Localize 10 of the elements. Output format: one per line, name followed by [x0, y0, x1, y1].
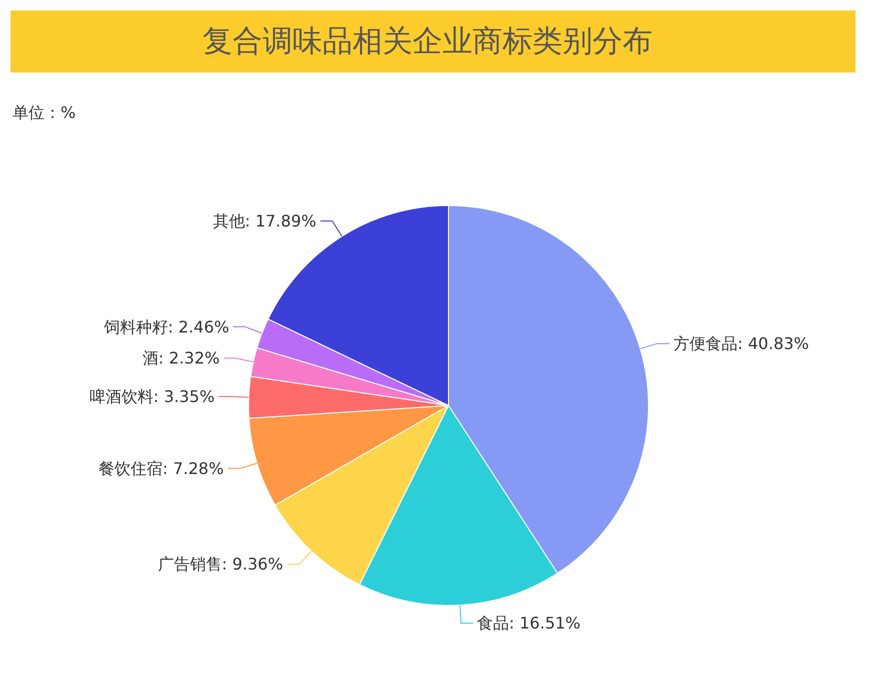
slice-label: 啤酒饮料: 3.35%: [89, 387, 215, 406]
slice-label: 其他: 17.89%: [212, 212, 316, 231]
slice-label: 饲料种籽: 2.46%: [102, 317, 230, 336]
slice-label: 餐饮住宿: 7.28%: [98, 458, 224, 478]
slice-label: 广告销售: 9.36%: [158, 554, 284, 574]
slice-label: 酒: 2.32%: [142, 348, 220, 368]
slice-label: 方便食品: 40.83%: [674, 334, 809, 354]
slice-label: 食品: 16.51%: [477, 614, 581, 633]
chart-subtitle: 单位：%: [12, 103, 76, 122]
chart-title: 复合调味品相关企业商标类别分布: [202, 24, 652, 59]
